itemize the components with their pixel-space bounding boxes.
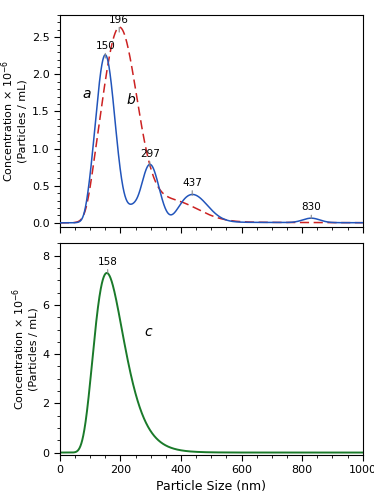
Text: 830: 830 xyxy=(301,202,321,218)
Text: 150: 150 xyxy=(95,40,115,58)
Y-axis label: Concentration × 10$^{-6}$
(Particles / mL): Concentration × 10$^{-6}$ (Particles / m… xyxy=(10,288,38,410)
Y-axis label: Concentration × 10$^{-6}$
(Particles / mL): Concentration × 10$^{-6}$ (Particles / m… xyxy=(0,60,28,182)
Text: 297: 297 xyxy=(140,149,160,166)
Text: 196: 196 xyxy=(109,14,129,32)
Text: c: c xyxy=(144,325,151,339)
Text: 158: 158 xyxy=(98,257,118,273)
X-axis label: Particle Size (nm): Particle Size (nm) xyxy=(156,480,266,492)
Text: a: a xyxy=(82,88,91,102)
Text: 437: 437 xyxy=(182,178,202,196)
Text: b: b xyxy=(127,94,135,108)
